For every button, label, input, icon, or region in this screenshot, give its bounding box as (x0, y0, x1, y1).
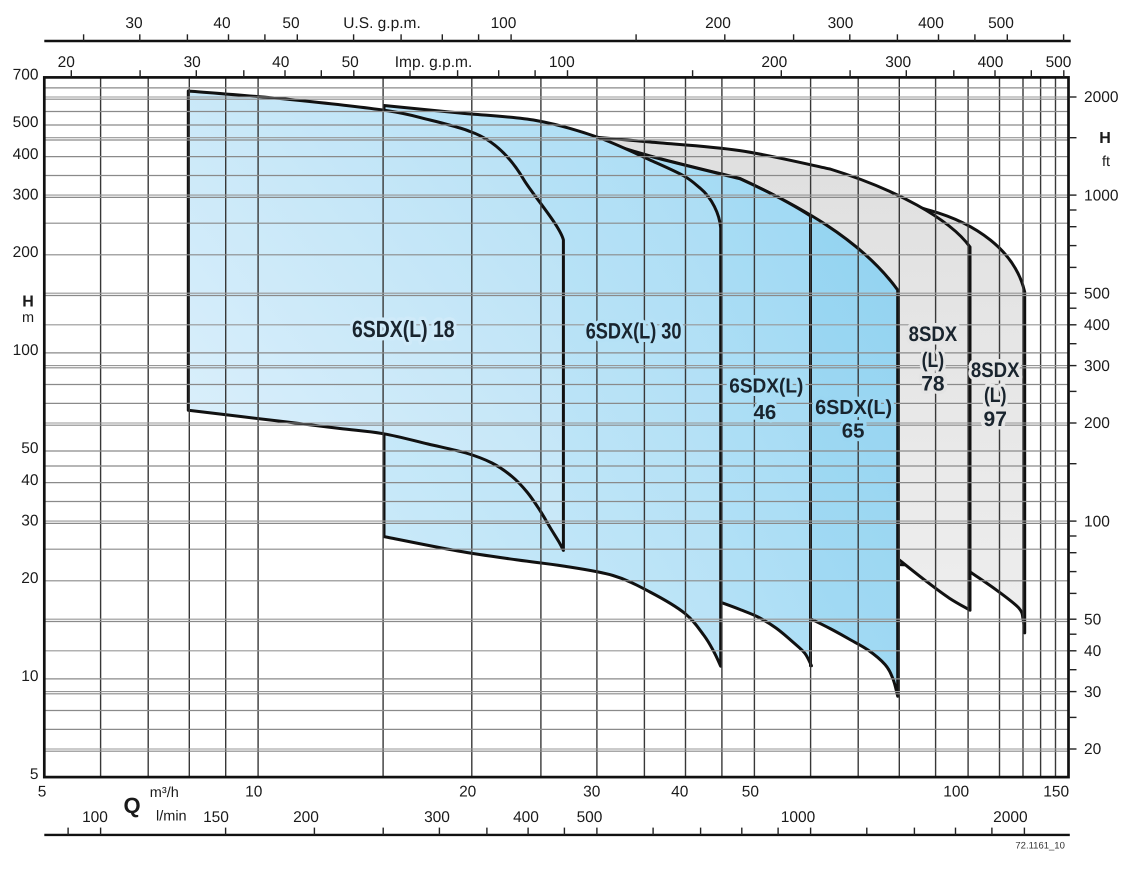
svg-text:50: 50 (21, 440, 39, 457)
svg-text:20: 20 (459, 784, 477, 801)
svg-text:Q: Q (123, 793, 140, 818)
svg-text:300: 300 (13, 187, 39, 204)
svg-text:97: 97 (984, 408, 1007, 431)
svg-text:400: 400 (1084, 317, 1110, 334)
svg-text:200: 200 (13, 244, 39, 261)
svg-text:40: 40 (1084, 643, 1102, 660)
svg-text:5: 5 (38, 784, 47, 801)
svg-text:20: 20 (21, 570, 39, 587)
svg-text:30: 30 (21, 513, 39, 530)
svg-text:U.S. g.p.m.: U.S. g.p.m. (343, 15, 421, 32)
svg-text:72.1161_10: 72.1161_10 (1015, 841, 1065, 852)
svg-text:H: H (22, 294, 34, 311)
svg-text:6SDX(L): 6SDX(L) (815, 397, 892, 419)
svg-text:200: 200 (1084, 415, 1110, 432)
svg-text:30: 30 (125, 15, 143, 32)
svg-text:1000: 1000 (1084, 187, 1119, 204)
svg-text:10: 10 (245, 784, 263, 801)
svg-text:200: 200 (761, 54, 787, 71)
svg-text:10: 10 (21, 668, 39, 685)
svg-text:8SDX: 8SDX (971, 359, 1020, 382)
svg-text:6SDX(L) 18: 6SDX(L) 18 (352, 316, 455, 342)
svg-text:5: 5 (30, 766, 39, 783)
svg-text:500: 500 (1046, 54, 1072, 71)
svg-text:2000: 2000 (993, 809, 1028, 826)
svg-text:8SDX: 8SDX (909, 323, 958, 346)
svg-text:200: 200 (705, 15, 731, 32)
svg-text:30: 30 (184, 54, 202, 71)
svg-text:2000: 2000 (1084, 89, 1119, 106)
svg-text:l/min: l/min (156, 809, 187, 825)
svg-text:400: 400 (978, 54, 1004, 71)
svg-text:300: 300 (885, 54, 911, 71)
svg-text:65: 65 (842, 420, 865, 442)
svg-text:500: 500 (1084, 285, 1110, 302)
svg-text:100: 100 (491, 15, 517, 32)
svg-text:(L): (L) (922, 349, 945, 372)
svg-text:300: 300 (1084, 358, 1110, 375)
svg-text:400: 400 (513, 809, 539, 826)
svg-text:6SDX(L) 30: 6SDX(L) 30 (586, 318, 682, 343)
svg-text:40: 40 (213, 15, 231, 32)
svg-text:Imp. g.p.m.: Imp. g.p.m. (395, 54, 473, 71)
svg-text:400: 400 (918, 15, 944, 32)
svg-text:100: 100 (13, 342, 39, 359)
svg-text:300: 300 (424, 809, 450, 826)
svg-text:300: 300 (828, 15, 854, 32)
svg-text:H: H (1099, 130, 1111, 147)
svg-text:100: 100 (82, 809, 108, 826)
svg-text:50: 50 (1084, 611, 1102, 628)
svg-text:78: 78 (921, 373, 945, 396)
svg-text:100: 100 (1084, 513, 1110, 530)
svg-text:40: 40 (671, 784, 689, 801)
svg-text:40: 40 (272, 54, 290, 71)
svg-text:m: m (22, 310, 34, 326)
svg-text:200: 200 (293, 809, 319, 826)
svg-text:100: 100 (943, 784, 969, 801)
svg-text:1000: 1000 (781, 809, 816, 826)
svg-text:m³/h: m³/h (150, 785, 179, 801)
svg-text:50: 50 (342, 54, 360, 71)
svg-text:50: 50 (742, 784, 760, 801)
svg-text:400: 400 (13, 146, 39, 163)
svg-text:40: 40 (21, 472, 39, 489)
svg-text:150: 150 (203, 809, 229, 826)
svg-text:500: 500 (577, 809, 603, 826)
svg-text:500: 500 (988, 15, 1014, 32)
svg-text:30: 30 (1084, 684, 1102, 701)
svg-text:(L): (L) (984, 384, 1007, 407)
svg-text:500: 500 (13, 114, 39, 131)
svg-text:100: 100 (549, 54, 575, 71)
svg-text:20: 20 (58, 54, 76, 71)
svg-text:150: 150 (1043, 784, 1069, 801)
svg-text:ft: ft (1102, 154, 1110, 170)
svg-text:700: 700 (13, 67, 39, 84)
svg-text:46: 46 (754, 402, 777, 424)
svg-text:6SDX(L): 6SDX(L) (729, 375, 803, 397)
svg-text:30: 30 (583, 784, 601, 801)
svg-text:20: 20 (1084, 741, 1102, 758)
svg-text:50: 50 (282, 15, 300, 32)
